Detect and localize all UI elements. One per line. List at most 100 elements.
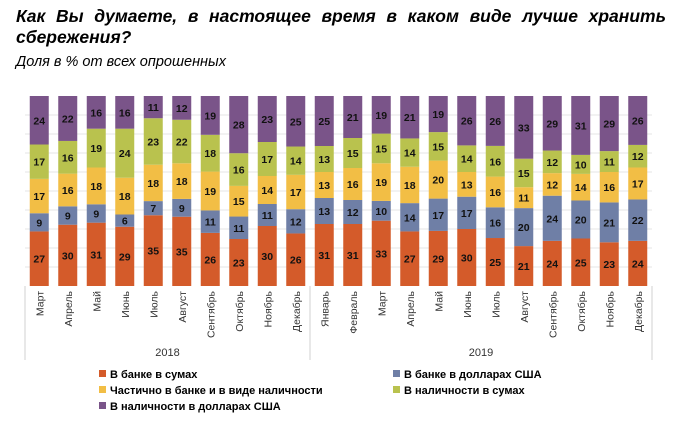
x-tick-label: Октябрь (576, 290, 588, 331)
data-label: 29 (432, 253, 444, 265)
bar-segment (314, 146, 334, 172)
bar-segment (86, 222, 106, 286)
bar-segment (485, 176, 505, 208)
data-label: 17 (461, 208, 473, 220)
x-axis: Март Апрель Май Июнь Июль Август Сентябрь Октяб… (24, 286, 653, 360)
x-tick-label: Февраль (348, 290, 360, 333)
bar-segment (514, 187, 534, 209)
bar-segment (286, 233, 306, 286)
bar-segment (58, 224, 78, 286)
data-label: 15 (432, 141, 444, 153)
bar-segment (229, 153, 249, 186)
data-label: 30 (461, 253, 473, 265)
data-label: 15 (347, 148, 359, 160)
bar-segment (200, 232, 220, 286)
bar-segment (628, 199, 648, 241)
x-tick-label: Июнь (462, 290, 474, 317)
bar-segment (143, 118, 163, 165)
bar-segment (314, 172, 334, 198)
legend-swatch (393, 386, 400, 393)
data-label: 17 (33, 157, 45, 169)
data-label: 24 (546, 258, 558, 270)
data-label: 18 (119, 191, 131, 203)
bar-segment (485, 207, 505, 239)
bar-segment (286, 209, 306, 234)
data-label: 14 (404, 148, 416, 160)
bar-segment (200, 96, 220, 135)
data-label: 17 (432, 210, 444, 222)
bar-segment (115, 128, 135, 178)
data-label: 16 (489, 156, 501, 168)
bar-segment (542, 173, 562, 196)
data-label: 22 (176, 137, 188, 149)
bar-segment (457, 145, 477, 172)
data-label: 24 (632, 258, 644, 270)
x-tick-label: Июль (148, 290, 160, 317)
legend-swatch (393, 370, 400, 377)
data-label: 25 (575, 257, 587, 269)
bar-segment (86, 204, 106, 223)
data-label: 19 (204, 186, 216, 198)
legend-item-bank-sum: В банке в сумах (99, 369, 197, 382)
data-label: 21 (518, 261, 530, 273)
bar-segment (257, 204, 277, 226)
x-tick-label: Март (34, 291, 46, 316)
bar-segment (485, 238, 505, 286)
bar-segment (86, 167, 106, 205)
bar-segment (286, 174, 306, 210)
data-label: 16 (489, 218, 501, 230)
data-label: 19 (90, 143, 102, 155)
x-tick-label: Сентябрь (547, 290, 559, 338)
bar-segment (86, 96, 106, 129)
data-label: 29 (546, 118, 558, 130)
data-label: 19 (204, 110, 216, 122)
bar-segment (343, 96, 363, 138)
data-label: 31 (575, 120, 587, 132)
data-label: 23 (261, 114, 273, 126)
bar-segment (143, 215, 163, 286)
x-tick-label: Май (433, 291, 445, 312)
data-label: 12 (546, 157, 558, 169)
data-label: 17 (261, 154, 273, 166)
data-label: 25 (318, 116, 330, 128)
bar-segment (457, 196, 477, 229)
bar-segment (628, 167, 648, 200)
data-label: 13 (318, 206, 330, 218)
bar-segment (428, 96, 448, 133)
data-label: 13 (461, 179, 473, 191)
legend-swatch (99, 370, 106, 377)
bar-segment (457, 172, 477, 197)
data-label: 18 (176, 176, 188, 188)
x-tick-label: Октябрь (234, 290, 246, 331)
data-label: 23 (147, 136, 159, 148)
data-label: 31 (318, 250, 330, 262)
bar-segment (343, 200, 363, 224)
bar-segment (143, 96, 163, 119)
data-label: 16 (90, 107, 102, 119)
bar-segment (286, 96, 306, 147)
bar-segment (29, 231, 49, 286)
bar-segment (86, 128, 106, 168)
data-label: 12 (632, 151, 644, 163)
bar-segment (343, 138, 363, 168)
data-label: 25 (489, 257, 501, 269)
data-label: 16 (62, 152, 74, 164)
data-label: 24 (33, 115, 45, 127)
year-label: 2018 (155, 347, 179, 359)
bar-segment (628, 144, 648, 168)
bar-segment (599, 172, 619, 203)
data-label: 31 (347, 250, 359, 262)
bar-segment (542, 195, 562, 241)
legend-item-cash-usd: В наличности в долларах США (99, 401, 281, 414)
bar-segment (29, 178, 49, 214)
data-label: 29 (119, 251, 131, 263)
data-label: 12 (290, 216, 302, 228)
data-label: 28 (233, 120, 245, 132)
bar-segment (400, 166, 420, 204)
bar-segment (571, 154, 591, 174)
data-label: 16 (119, 107, 131, 119)
x-tick-label: Декабрь (633, 290, 645, 331)
data-label: 26 (204, 254, 216, 266)
data-label: 19 (375, 110, 387, 122)
bar-segment (628, 96, 648, 145)
